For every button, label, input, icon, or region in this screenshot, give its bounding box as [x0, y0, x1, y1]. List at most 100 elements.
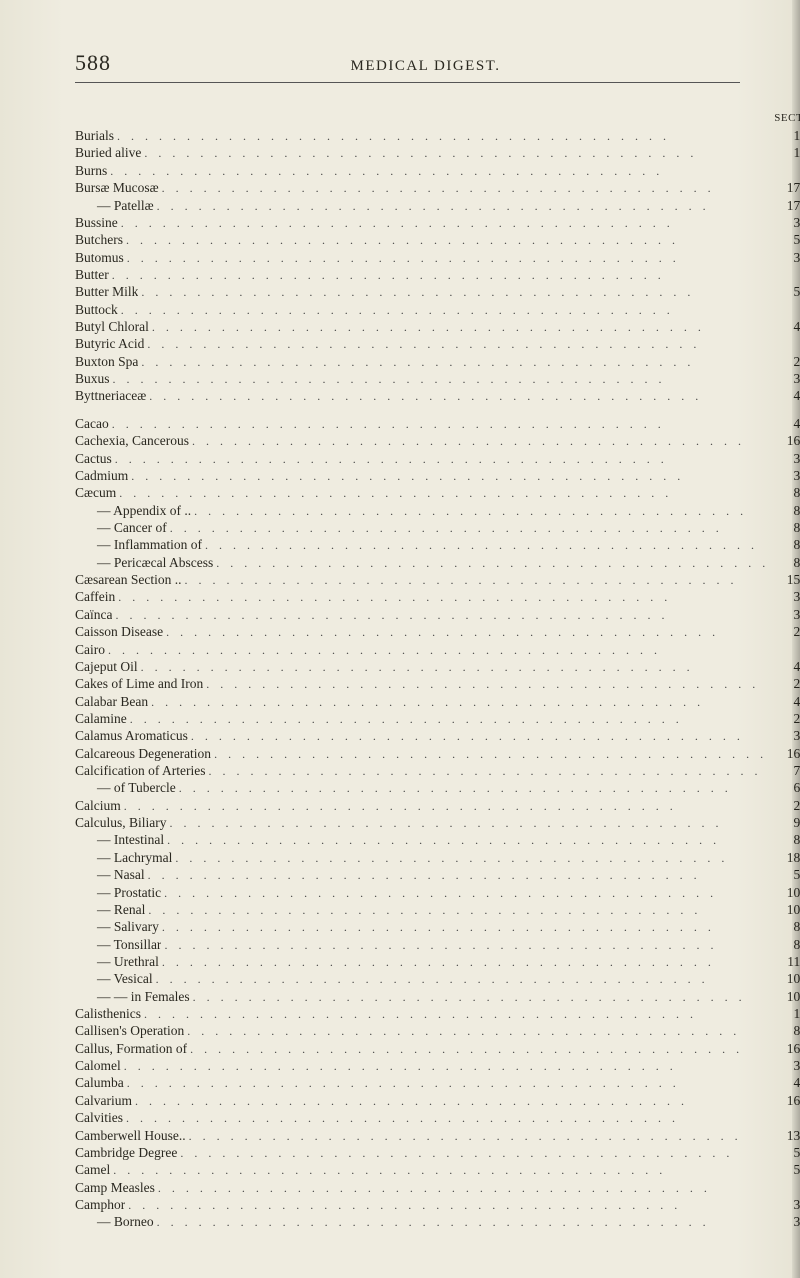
leader-dots: [163, 625, 772, 640]
index-entry: — Salivary810:5: [75, 918, 800, 935]
entry-section: 1577:1: [772, 571, 800, 588]
entry-label: Cambridge Degree: [75, 1144, 177, 1161]
entry-section: 408:1: [772, 658, 800, 675]
leader-dots: [107, 164, 772, 179]
entry-section: 1057:1: [772, 970, 800, 987]
leader-dots: [116, 486, 772, 501]
index-entry: — Urethral1170:3: [75, 953, 800, 970]
leader-dots: [202, 538, 772, 553]
page-header: 588 MEDICAL DIGEST.: [75, 50, 740, 83]
entry-label: Calcareous Degeneration: [75, 745, 211, 762]
entry-section: 882:3: [772, 831, 800, 848]
index-columns: SECTION Burials181:6Buried alive181:6Bur…: [75, 111, 740, 1238]
entry-section: 1663:2: [772, 432, 800, 449]
leader-dots: [115, 590, 772, 605]
index-entry: Calvities21:5: [75, 1109, 800, 1126]
leader-dots: [146, 389, 772, 404]
entry-section: 1762:4: [772, 197, 800, 214]
leader-dots: [124, 251, 772, 266]
entry-section: 398:5: [772, 606, 800, 623]
entry-section: 884:5: [772, 536, 800, 553]
entry-section: 465:1: [772, 1074, 800, 1091]
index-entry: Buxton Spa 228:6: [75, 353, 800, 370]
entry-label: Calvarium: [75, 1092, 132, 1109]
running-title: MEDICAL DIGEST.: [111, 58, 740, 75]
index-entry: Calomel303:2: [75, 1057, 800, 1074]
index-entry: Calamus Aromaticus342:5: [75, 727, 800, 744]
index-entry: Cakes of Lime and Iron293:3: [75, 675, 800, 692]
index-entry: Camel543:6: [75, 1161, 800, 1178]
entry-label: Cadmium: [75, 467, 128, 484]
index-entry: — Cancer of867:4: [75, 519, 800, 536]
entry-label: Buxton Spa: [75, 353, 138, 370]
leader-dots: [205, 764, 772, 779]
section-header: SECTION: [75, 111, 800, 125]
leader-dots: [159, 955, 772, 970]
entry-label: Calumba: [75, 1074, 124, 1091]
index-entry: Burns59:1: [75, 162, 800, 179]
leader-dots: [213, 556, 772, 571]
leader-dots: [110, 1163, 772, 1178]
index-entry: Butomus342:4: [75, 249, 800, 266]
entry-section: 72:1: [772, 301, 800, 318]
entry-section: 303:2: [772, 1057, 800, 1074]
leader-dots: [161, 938, 772, 953]
entry-section: 342:4: [772, 249, 800, 266]
leader-dots: [145, 868, 773, 883]
leader-dots: [191, 504, 772, 519]
entry-section: 1872:5: [772, 849, 800, 866]
leader-dots: [109, 268, 772, 283]
entry-section: 369:1: [772, 1196, 800, 1213]
leader-dots: [128, 469, 772, 484]
entry-section: 1063:1: [772, 988, 800, 1005]
index-entry: Byttneriaceæ455:1: [75, 387, 800, 404]
leader-dots: [190, 990, 773, 1005]
index-entry: Cacao455:2: [75, 415, 800, 432]
leader-dots: [148, 695, 772, 710]
leader-dots: [114, 129, 772, 144]
entry-section: 76:2: [772, 1179, 800, 1196]
index-entry: — Patellæ1762:4: [75, 197, 800, 214]
entry-section: 273:1: [772, 797, 800, 814]
index-entry: — Appendix of ..885:4: [75, 502, 800, 519]
entry-section: 293:3: [772, 675, 800, 692]
index-entry: — Nasal590:5: [75, 866, 800, 883]
entry-section: 455:1: [772, 387, 800, 404]
leader-dots: [189, 434, 772, 449]
entry-section: 676:3: [772, 779, 800, 796]
leader-dots: [138, 355, 772, 370]
entry-label: — Pericæcal Abscess: [75, 554, 213, 571]
leader-dots: [105, 643, 772, 658]
entry-label: Cæsarean Section ..: [75, 571, 181, 588]
entry-label: Calculus, Biliary: [75, 814, 167, 831]
index-entry: — — in Females1063:1: [75, 988, 800, 1005]
entry-section: 570:5: [772, 231, 800, 248]
leader-dots: [118, 303, 772, 318]
entry-section: 443:3: [772, 318, 800, 335]
entry-label: Calamine: [75, 710, 127, 727]
entry-label: — Lachrymal: [75, 849, 172, 866]
entry-section: 455:2: [772, 415, 800, 432]
entry-label: — Nasal: [75, 866, 145, 883]
entry-section: 228:6: [772, 353, 800, 370]
entry-section: 181:6: [772, 144, 800, 161]
entry-label: Caffein: [75, 588, 115, 605]
index-entry: Buried alive 181:6: [75, 144, 800, 161]
leader-dots: [167, 521, 773, 536]
entry-label: Camphor: [75, 1196, 125, 1213]
index-entry: Caïnca398:5: [75, 606, 800, 623]
entry-section: 540:6: [772, 283, 800, 300]
entry-label: Buried alive: [75, 144, 141, 161]
entry-label: Butyric Acid: [75, 335, 144, 352]
index-entry: — Intestinal882:3: [75, 831, 800, 848]
entry-section: 1672:5: [772, 745, 800, 762]
leader-dots: [141, 146, 772, 161]
entry-label: Buttock: [75, 301, 118, 318]
entry-label: — Borneo: [75, 1213, 154, 1230]
leader-dots: [159, 181, 773, 196]
leader-dots: [127, 712, 773, 727]
leader-dots: [177, 1146, 772, 1161]
leader-dots: [164, 833, 772, 848]
entry-label: Cachexia, Cancerous: [75, 432, 189, 449]
index-column-left: SECTION Burials181:6Buried alive181:6Bur…: [75, 111, 800, 1238]
